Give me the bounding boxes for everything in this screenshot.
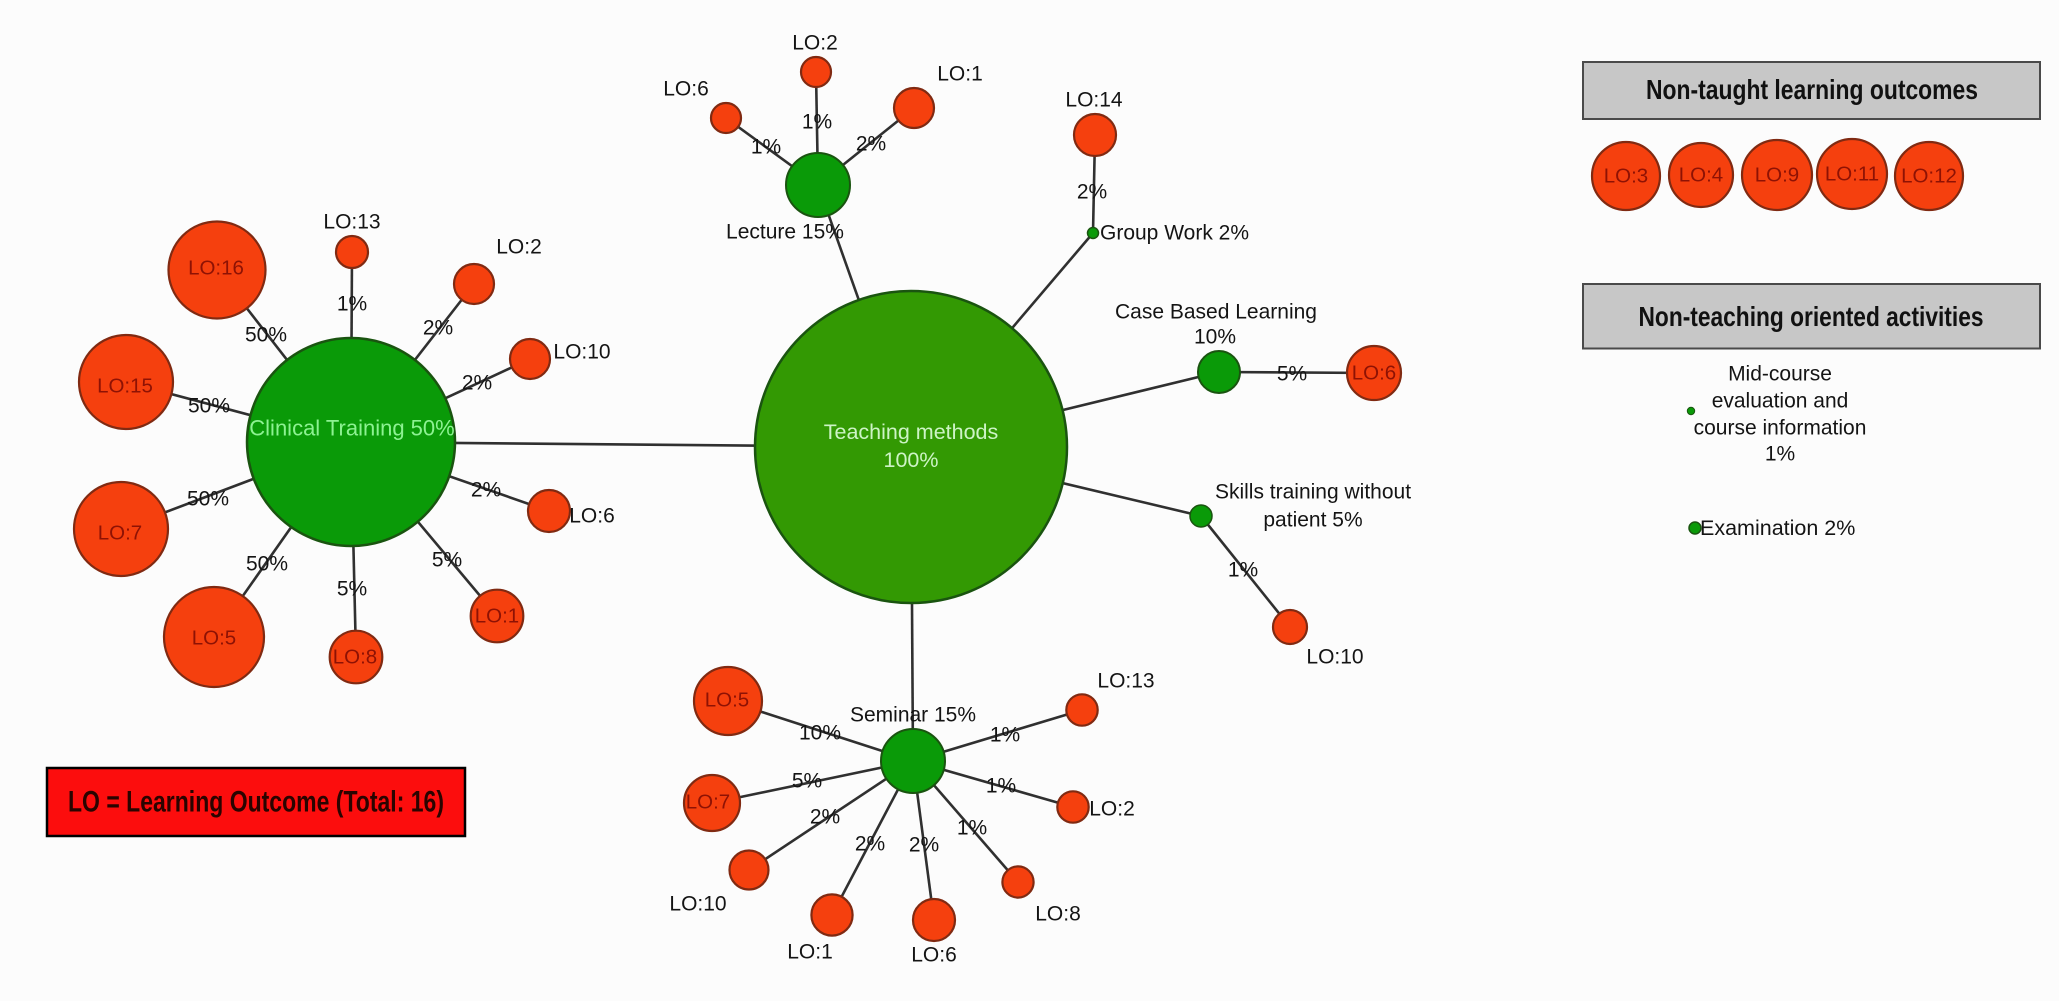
svg-text:LO:15: LO:15 (97, 375, 153, 398)
svg-text:LO:3: LO:3 (1604, 165, 1648, 188)
svg-text:2%: 2% (855, 833, 885, 856)
svg-text:LO:6: LO:6 (1352, 362, 1396, 385)
svg-text:50%: 50% (246, 553, 288, 576)
svg-text:10%: 10% (1194, 326, 1236, 349)
svg-text:LO:13: LO:13 (1097, 670, 1154, 693)
svg-text:LO:8: LO:8 (1035, 903, 1081, 926)
svg-text:10%: 10% (799, 722, 841, 745)
svg-text:1%: 1% (957, 817, 987, 840)
svg-text:5%: 5% (337, 578, 367, 601)
svg-text:LO:6: LO:6 (569, 505, 615, 528)
svg-text:evaluation and: evaluation and (1712, 390, 1849, 413)
svg-text:50%: 50% (187, 488, 229, 511)
svg-text:5%: 5% (432, 549, 462, 572)
svg-text:LO:1: LO:1 (787, 941, 833, 964)
svg-text:1%: 1% (1228, 559, 1258, 582)
svg-text:LO:5: LO:5 (192, 627, 236, 650)
svg-text:LO:14: LO:14 (1065, 89, 1123, 112)
svg-text:LO = Learning Outcome (Total:: LO = Learning Outcome (Total: 16) (68, 786, 444, 819)
svg-text:Examination 2%: Examination 2% (1700, 516, 1855, 540)
svg-text:LO:10: LO:10 (553, 341, 610, 364)
svg-text:2%: 2% (462, 372, 492, 395)
svg-text:2%: 2% (423, 317, 453, 340)
svg-text:1%: 1% (990, 724, 1020, 747)
svg-text:LO:2: LO:2 (496, 236, 542, 259)
svg-text:1%: 1% (986, 775, 1016, 798)
svg-text:LO:13: LO:13 (323, 211, 380, 234)
svg-text:Mid-course: Mid-course (1728, 363, 1832, 386)
svg-text:LO:8: LO:8 (333, 646, 377, 669)
svg-text:5%: 5% (1277, 363, 1307, 386)
svg-text:2%: 2% (856, 133, 886, 156)
svg-text:LO:4: LO:4 (1679, 164, 1723, 187)
svg-text:1%: 1% (1765, 443, 1795, 466)
svg-text:1%: 1% (337, 293, 367, 316)
svg-text:5%: 5% (792, 770, 822, 793)
svg-text:Group Work 2%: Group Work 2% (1100, 222, 1249, 245)
svg-text:2%: 2% (471, 479, 501, 502)
svg-text:LO:2: LO:2 (1089, 798, 1135, 821)
svg-text:LO:6: LO:6 (663, 78, 709, 101)
svg-text:course information: course information (1694, 417, 1867, 440)
svg-text:2%: 2% (810, 806, 840, 829)
svg-text:100%: 100% (884, 448, 939, 472)
svg-text:Lecture 15%: Lecture 15% (726, 221, 844, 244)
svg-text:Clinical Training 50%: Clinical Training 50% (249, 416, 454, 441)
svg-text:LO:11: LO:11 (1825, 163, 1879, 186)
svg-text:LO:9: LO:9 (1755, 164, 1799, 187)
svg-text:LO:12: LO:12 (1901, 165, 1957, 188)
svg-text:LO:1: LO:1 (937, 63, 983, 86)
svg-text:LO:2: LO:2 (792, 32, 838, 55)
svg-text:1%: 1% (802, 111, 832, 134)
svg-text:LO:5: LO:5 (705, 689, 749, 712)
svg-text:LO:10: LO:10 (1306, 646, 1363, 669)
svg-text:LO:6: LO:6 (911, 944, 957, 967)
svg-text:50%: 50% (188, 395, 230, 418)
svg-text:50%: 50% (245, 324, 287, 347)
svg-text:1%: 1% (751, 136, 781, 159)
svg-text:Non-taught learning outcomes: Non-taught learning outcomes (1646, 74, 1978, 105)
svg-text:patient 5%: patient 5% (1263, 509, 1362, 532)
svg-text:Teaching methods: Teaching methods (824, 420, 999, 444)
svg-text:LO:10: LO:10 (669, 893, 726, 916)
svg-text:LO:16: LO:16 (188, 257, 244, 280)
svg-text:Skills training without: Skills training without (1215, 481, 1411, 504)
svg-text:2%: 2% (909, 834, 939, 857)
svg-text:LO:7: LO:7 (686, 791, 730, 814)
svg-text:Case Based Learning: Case Based Learning (1115, 301, 1317, 324)
svg-text:Seminar 15%: Seminar 15% (850, 704, 976, 727)
svg-text:LO:1: LO:1 (475, 605, 519, 628)
svg-text:LO:7: LO:7 (98, 522, 142, 545)
svg-text:2%: 2% (1077, 181, 1107, 204)
svg-text:Non-teaching oriented activiti: Non-teaching oriented activities (1639, 301, 1984, 332)
